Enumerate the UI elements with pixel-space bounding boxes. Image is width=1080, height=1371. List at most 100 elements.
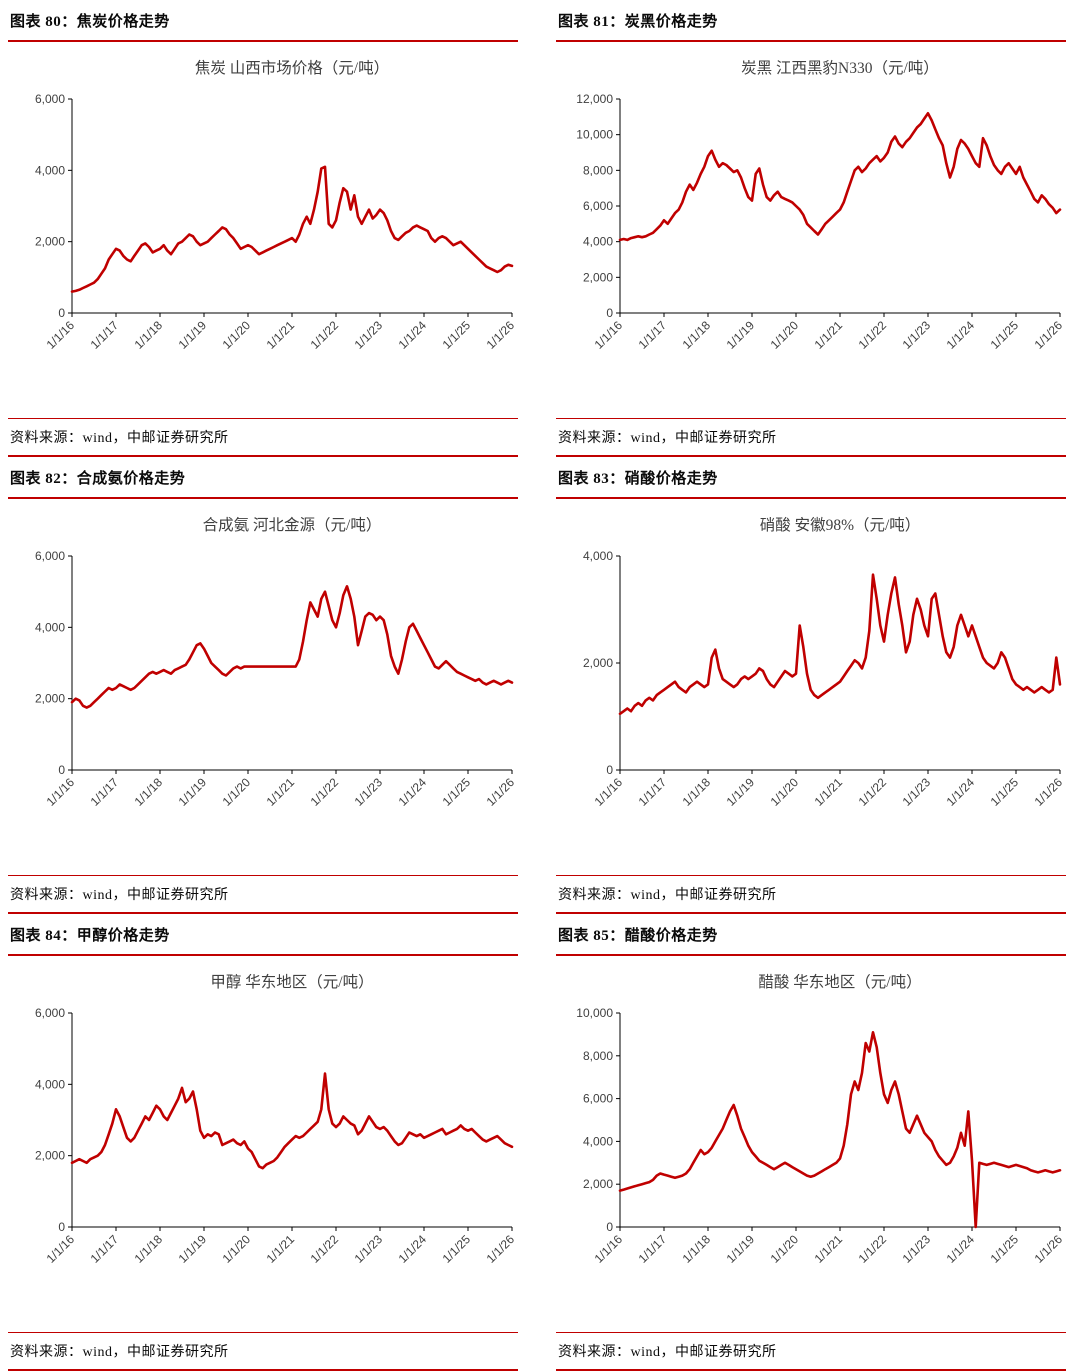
x-tick-label: 1/1/23 <box>900 318 934 352</box>
x-tick-label: 1/1/19 <box>176 318 210 352</box>
y-tick-label: 2,000 <box>583 1177 613 1191</box>
x-tick-label: 1/1/25 <box>440 1232 474 1266</box>
x-tick-label: 1/1/23 <box>352 318 386 352</box>
carbon-black-price-chart: 炭黑 江西黑豹N330（元/吨） 0 2,000 4,000 6,000 8,000 10,… <box>576 59 1066 352</box>
x-tick-label: 1/1/23 <box>352 775 386 809</box>
x-tick-label: 1/1/23 <box>900 1232 934 1266</box>
x-tick-label: 1/1/21 <box>264 318 298 352</box>
x-tick-label: 1/1/19 <box>724 1232 758 1266</box>
y-tick-label: 6,000 <box>35 92 65 106</box>
x-tick-label: 1/1/19 <box>724 318 758 352</box>
x-tick-label: 1/1/24 <box>396 775 430 809</box>
chart-title: 甲醇 华东地区（元/吨） <box>210 973 373 991</box>
price-series-line <box>70 165 514 293</box>
x-tick-label: 1/1/18 <box>132 318 166 352</box>
y-tick-label: 0 <box>606 306 613 320</box>
x-tick-label: 1/1/20 <box>768 318 802 352</box>
y-tick-label: 12,000 <box>576 92 613 106</box>
panel-header: 图表 84：甲醇价格走势 <box>8 914 518 956</box>
source-note: 资料来源：wind，中邮证券研究所 <box>8 418 518 457</box>
acetic-acid-price-chart: 醋酸 华东地区（元/吨） 0 2,000 4,000 6,000 8,000 10,000 1… <box>576 973 1066 1266</box>
x-tick-label: 1/1/16 <box>592 1232 626 1266</box>
x-tick-label: 1/1/26 <box>484 775 518 809</box>
chart-area: 焦炭 山西市场价格（元/吨） 0 2,000 4,000 6,000 1/1/16 1/1/… <box>8 42 518 418</box>
chart-title: 炭黑 江西黑豹N330（元/吨） <box>741 59 939 77</box>
y-tick-label: 6,000 <box>583 1092 613 1106</box>
panel-header: 图表 80：焦炭价格走势 <box>8 0 518 42</box>
panel-acetic-acid-price: 图表 85：醋酸价格走势 醋酸 华东地区（元/吨） 0 2,000 4,000 6,00… <box>556 914 1066 1371</box>
x-tick-label: 1/1/22 <box>856 775 890 809</box>
chart-area: 炭黑 江西黑豹N330（元/吨） 0 2,000 4,000 6,000 8,000 10,… <box>556 42 1066 418</box>
x-tick-label: 1/1/19 <box>176 775 210 809</box>
panel-ammonia-price: 图表 82：合成氨价格走势 合成氨 河北金源（元/吨） 0 2,000 4,000 6,… <box>8 457 518 914</box>
x-tick-label: 1/1/17 <box>88 318 122 352</box>
panel-coke-price: 图表 80：焦炭价格走势 焦炭 山西市场价格（元/吨） 0 2,000 4,000 6,… <box>8 0 518 457</box>
x-tick-label: 1/1/20 <box>768 1232 802 1266</box>
x-tick-label: 1/1/17 <box>636 775 670 809</box>
chart-title: 合成氨 河北金源（元/吨） <box>203 516 382 534</box>
x-tick-label: 1/1/26 <box>1032 1232 1066 1266</box>
y-tick-label: 0 <box>58 763 65 777</box>
x-tick-label: 1/1/17 <box>88 1232 122 1266</box>
chart-title: 硝酸 安徽98%（元/吨） <box>760 516 921 534</box>
y-tick-label: 2,000 <box>35 1149 65 1163</box>
y-tick-label: 4,000 <box>583 549 613 563</box>
chart-area: 合成氨 河北金源（元/吨） 0 2,000 4,000 6,000 1/1/16 1/1/1… <box>8 499 518 875</box>
chart-title: 焦炭 山西市场价格（元/吨） <box>195 59 389 77</box>
x-tick-label: 1/1/22 <box>308 775 342 809</box>
y-tick-label: 2,000 <box>35 692 65 706</box>
panel-carbon-black-price: 图表 81：炭黑价格走势 炭黑 江西黑豹N330（元/吨） 0 2,000 4,000… <box>556 0 1066 457</box>
y-tick-label: 0 <box>58 306 65 320</box>
x-tick-label: 1/1/26 <box>1032 318 1066 352</box>
x-tick-label: 1/1/18 <box>132 1232 166 1266</box>
x-tick-label: 1/1/26 <box>484 1232 518 1266</box>
x-tick-label: 1/1/21 <box>812 775 846 809</box>
x-tick-label: 1/1/24 <box>396 318 430 352</box>
chart-area: 甲醇 华东地区（元/吨） 0 2,000 4,000 6,000 1/1/16 1/1/17… <box>8 956 518 1332</box>
y-tick-label: 2,000 <box>583 656 613 670</box>
source-note: 资料来源：wind，中邮证券研究所 <box>8 1332 518 1371</box>
x-tick-label: 1/1/25 <box>988 775 1022 809</box>
y-tick-label: 8,000 <box>583 1049 613 1063</box>
panel-header: 图表 81：炭黑价格走势 <box>556 0 1066 42</box>
y-tick-label: 0 <box>606 763 613 777</box>
x-tick-label: 1/1/16 <box>44 1232 78 1266</box>
x-tick-label: 1/1/22 <box>308 318 342 352</box>
price-series-line <box>618 1031 1062 1229</box>
price-series-line <box>618 573 1062 716</box>
y-tick-label: 2,000 <box>583 270 613 284</box>
x-tick-label: 1/1/21 <box>264 775 298 809</box>
panel-nitric-acid-price: 图表 83：硝酸价格走势 硝酸 安徽98%（元/吨） 0 2,000 4,000 1/1… <box>556 457 1066 914</box>
x-tick-label: 1/1/20 <box>220 318 254 352</box>
x-tick-label: 1/1/16 <box>44 775 78 809</box>
panel-header: 图表 83：硝酸价格走势 <box>556 457 1066 499</box>
source-note: 资料来源：wind，中邮证券研究所 <box>556 1332 1066 1371</box>
y-tick-label: 6,000 <box>35 1006 65 1020</box>
x-tick-label: 1/1/25 <box>440 318 474 352</box>
y-tick-label: 2,000 <box>35 235 65 249</box>
x-tick-label: 1/1/19 <box>176 1232 210 1266</box>
y-tick-label: 6,000 <box>35 549 65 563</box>
y-tick-label: 10,000 <box>576 1006 613 1020</box>
x-tick-label: 1/1/25 <box>440 775 474 809</box>
x-tick-label: 1/1/16 <box>44 318 78 352</box>
coke-price-chart: 焦炭 山西市场价格（元/吨） 0 2,000 4,000 6,000 1/1/16 1/1/… <box>35 59 517 352</box>
price-series-line <box>70 1072 514 1170</box>
x-tick-label: 1/1/24 <box>944 1232 978 1266</box>
x-tick-label: 1/1/22 <box>856 1232 890 1266</box>
x-tick-label: 1/1/24 <box>944 318 978 352</box>
x-tick-label: 1/1/24 <box>396 1232 430 1266</box>
x-tick-label: 1/1/25 <box>988 1232 1022 1266</box>
chart-area: 醋酸 华东地区（元/吨） 0 2,000 4,000 6,000 8,000 10,000 1… <box>556 956 1066 1332</box>
panel-header: 图表 85：醋酸价格走势 <box>556 914 1066 956</box>
x-tick-label: 1/1/21 <box>812 318 846 352</box>
x-tick-label: 1/1/22 <box>308 1232 342 1266</box>
price-series-line <box>618 112 1062 242</box>
x-tick-label: 1/1/25 <box>988 318 1022 352</box>
x-tick-label: 1/1/17 <box>636 1232 670 1266</box>
x-tick-label: 1/1/17 <box>636 318 670 352</box>
x-tick-label: 1/1/20 <box>220 775 254 809</box>
y-tick-label: 4,000 <box>583 1134 613 1148</box>
y-tick-label: 10,000 <box>576 128 613 142</box>
